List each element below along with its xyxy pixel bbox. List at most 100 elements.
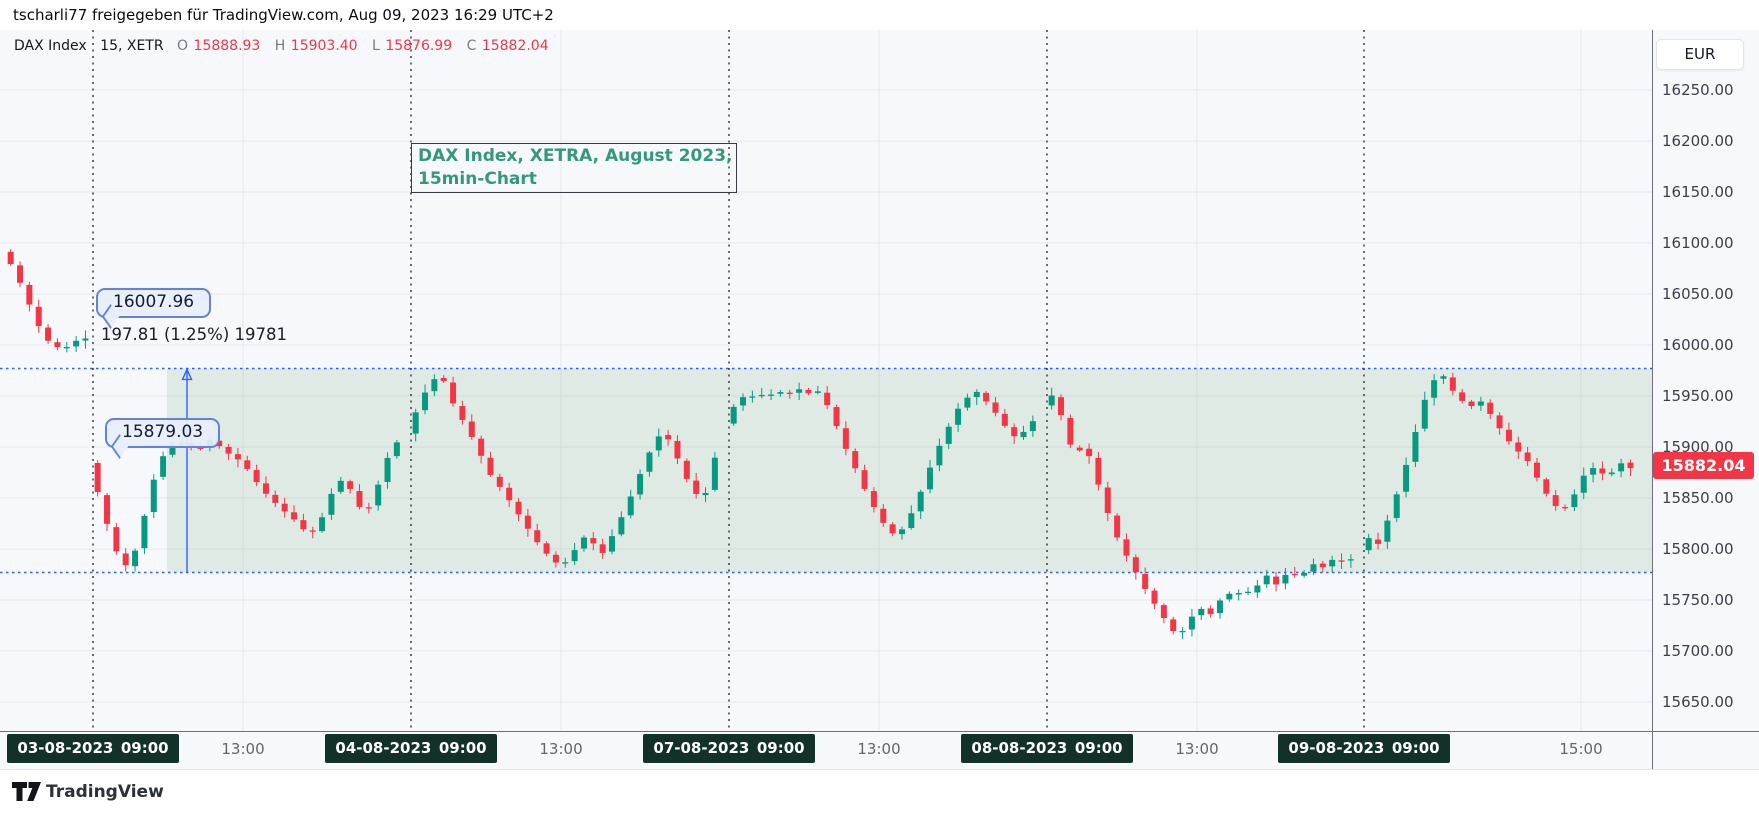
candle-body xyxy=(26,284,33,305)
candle-body xyxy=(683,460,690,479)
candle-body xyxy=(319,517,326,532)
candle-body xyxy=(1179,630,1186,633)
candle-body xyxy=(1515,442,1522,452)
candle-body xyxy=(412,412,419,434)
candle-body xyxy=(272,494,279,503)
candle-body xyxy=(356,491,363,507)
candle-body xyxy=(524,515,531,529)
candle-body xyxy=(730,406,737,424)
candle-body xyxy=(768,394,775,396)
price-tick-label: 15950.00 xyxy=(1662,387,1734,405)
candle-body xyxy=(281,503,288,512)
candle-body xyxy=(244,460,251,469)
high-letter: H xyxy=(274,38,286,54)
close-letter: C xyxy=(466,38,477,54)
price-callout-upper[interactable]: 16007.96 xyxy=(96,288,212,318)
candle-body xyxy=(459,406,466,420)
candle-body xyxy=(309,530,316,532)
candle-body xyxy=(1524,452,1531,462)
chart-title-annotation-box[interactable]: DAX Index, XETRA, August 2023, 15min-Cha… xyxy=(411,143,737,193)
annotation-line-1: DAX Index, XETRA, August 2023, xyxy=(418,146,733,166)
symbol-name[interactable]: DAX Index xyxy=(14,38,87,54)
candle-body xyxy=(1543,479,1550,494)
candle-body xyxy=(1365,538,1372,551)
candle-body xyxy=(543,543,550,554)
candle-body xyxy=(1301,572,1308,576)
candle-body xyxy=(973,391,980,398)
price-tick-label: 15900.00 xyxy=(1662,438,1734,456)
candle-body xyxy=(225,446,232,454)
candle-body xyxy=(711,457,718,490)
candle-body xyxy=(534,530,541,543)
candle-body xyxy=(506,487,513,501)
candle-body xyxy=(814,391,821,393)
candle-body xyxy=(1207,608,1214,615)
candle-body xyxy=(945,426,952,444)
price-tick-label: 16050.00 xyxy=(1662,285,1734,303)
time-session-label: 09-08-2023 09:00 xyxy=(1278,734,1450,763)
candle-body xyxy=(132,550,139,567)
candle-body xyxy=(384,457,391,482)
candle-body xyxy=(1282,574,1289,584)
candle-body xyxy=(17,265,24,283)
price-axis-pane[interactable]: EUR 16250.00 16200.00 16150.00 16100.00 1605… xyxy=(1652,30,1759,769)
price-callout-upper-value: 16007.96 xyxy=(113,292,195,312)
range-measure-label: 197.81 (1.25%) 19781 xyxy=(101,325,288,344)
price-tick-label: 15800.00 xyxy=(1662,540,1734,558)
candle-body xyxy=(842,428,849,449)
time-session-label: 03-08-2023 09:00 xyxy=(7,734,179,763)
last-price-label: 15882.04 xyxy=(1653,452,1754,479)
candle-body xyxy=(197,447,204,449)
candle-body xyxy=(478,438,485,456)
candle-body xyxy=(1048,395,1055,406)
candle-body xyxy=(35,306,42,327)
candle-body xyxy=(1459,392,1466,401)
candle-body xyxy=(637,474,644,495)
time-axis-pane[interactable]: 03-08-2023 09:00 04-08-2023 09:00 07-08-20… xyxy=(0,732,1652,769)
currency-button[interactable]: EUR xyxy=(1656,39,1744,70)
bottom-separator xyxy=(0,769,1759,770)
time-minor-label: 13:00 xyxy=(539,740,583,758)
candle-body xyxy=(786,392,793,394)
high-value: 15903.40 xyxy=(290,38,358,54)
candle-body xyxy=(749,396,756,398)
candle-body xyxy=(1076,447,1083,451)
candle-body xyxy=(1029,421,1036,432)
candle-body xyxy=(1590,468,1597,475)
price-callout-lower-value: 15879.03 xyxy=(122,422,204,442)
candle-body xyxy=(1496,415,1503,429)
candle-body xyxy=(1599,468,1606,474)
time-axis-border xyxy=(0,731,1759,732)
candle-body xyxy=(1412,431,1419,462)
candle-body xyxy=(1291,573,1298,576)
candle-body xyxy=(655,436,662,451)
candle-body xyxy=(337,480,344,492)
price-tick-label: 15700.00 xyxy=(1662,642,1734,660)
time-minor-label: 13:00 xyxy=(221,740,265,758)
measure-arrow-head xyxy=(181,367,193,381)
candle-body xyxy=(1562,506,1569,509)
candle-body xyxy=(1058,397,1065,416)
candle-body xyxy=(983,392,990,402)
candle-body xyxy=(1618,463,1625,472)
candle-body xyxy=(1338,560,1345,562)
price-callout-lower[interactable]: 15879.03 xyxy=(105,418,221,448)
candle-body xyxy=(45,327,52,341)
price-axis-border xyxy=(1652,30,1653,769)
candle-body xyxy=(1001,413,1008,426)
time-session-label: 08-08-2023 09:00 xyxy=(961,734,1133,763)
candle-body xyxy=(1319,563,1326,568)
share-top-bar: tscharli77 freigegeben für TradingView.c… xyxy=(0,0,1759,31)
candlestick-chart-canvas[interactable] xyxy=(0,30,1652,769)
candle-body xyxy=(375,484,382,506)
candle-body xyxy=(1160,605,1167,618)
candle-body xyxy=(515,501,522,515)
candle-body xyxy=(777,392,784,394)
open-letter: O xyxy=(177,38,189,54)
candle-body xyxy=(1375,539,1382,544)
candle-body xyxy=(1114,515,1121,538)
price-tick-label: 16250.00 xyxy=(1662,81,1734,99)
candle-body xyxy=(1142,573,1149,589)
candle-body xyxy=(7,251,14,264)
candle-body xyxy=(571,550,578,562)
